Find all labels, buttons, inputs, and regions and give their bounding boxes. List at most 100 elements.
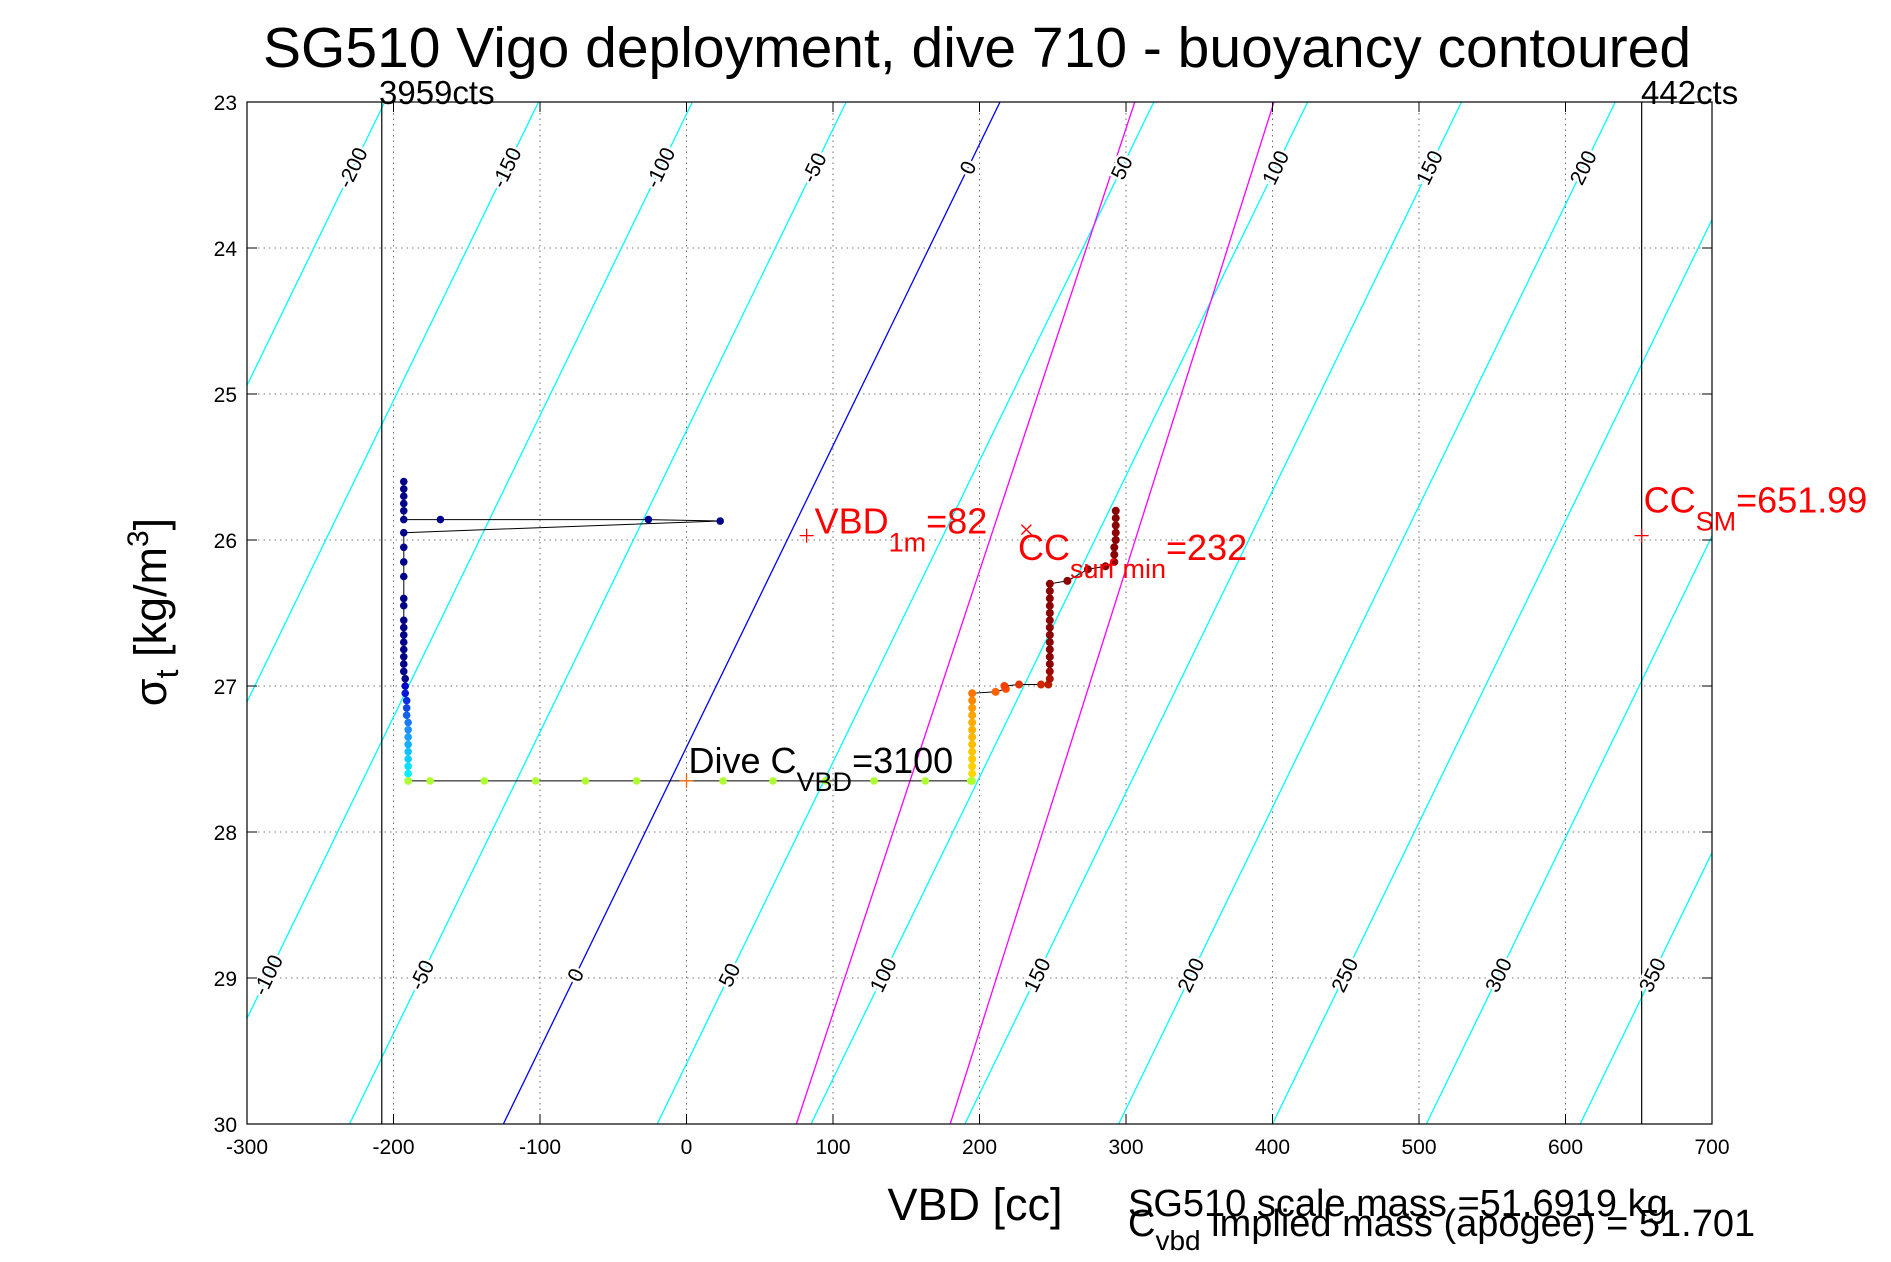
dive-point <box>401 689 410 698</box>
dive-point <box>399 543 408 552</box>
buoyancy-contour <box>247 102 540 704</box>
y-axis-title: σt [kg/m3] <box>122 518 185 706</box>
x-tick-label: 300 <box>1108 1136 1143 1159</box>
svg-text:σt [kg/m3]: σt [kg/m3] <box>122 518 185 706</box>
grid-lines <box>247 102 1712 1124</box>
dive-point <box>399 645 408 654</box>
bottom-point <box>531 777 540 785</box>
dive-trace <box>399 477 1120 785</box>
cc-sm-marker <box>1634 528 1649 543</box>
climb-point <box>968 733 977 742</box>
y-tick-label: 30 <box>214 1114 237 1137</box>
y-tick-label: 26 <box>214 530 237 553</box>
climb-point <box>991 687 1000 696</box>
dive-point <box>399 601 408 610</box>
dive-point <box>399 507 408 515</box>
climb-point <box>1110 550 1119 559</box>
y-axis-title-sub: t <box>149 669 185 678</box>
dive-point <box>399 667 408 676</box>
dive-point <box>399 499 408 508</box>
cc-surf-min-label-main: CC <box>1018 527 1070 568</box>
climb-point <box>968 762 977 771</box>
dive-point <box>402 711 411 719</box>
climb-point <box>1063 576 1072 585</box>
x-tick-label: 400 <box>1255 1136 1290 1159</box>
climb-point <box>968 747 977 756</box>
y-axis-title-unit-sup: 3 <box>122 530 155 547</box>
bottom-point <box>921 777 930 785</box>
climb-point <box>1045 660 1054 669</box>
dive-point <box>399 515 408 524</box>
buoyancy-contour <box>1734 102 1891 1124</box>
buoyancy-contour <box>247 102 693 1020</box>
bottom-point <box>769 777 777 785</box>
buoyancy-zero-line <box>502 102 1001 1124</box>
bottom-point <box>870 777 878 785</box>
axis-ticks: -300 -200 -100 0 100 200 300 400 500 600 700 23 24 25… <box>214 92 1730 1159</box>
dive-point <box>399 653 408 661</box>
bottom-point <box>404 777 412 785</box>
dive-c-vbd-label-main: Dive C <box>689 740 797 781</box>
climb-point <box>968 769 977 778</box>
climb-point <box>1045 630 1054 639</box>
dive-point <box>399 631 408 639</box>
climb-point <box>1045 623 1054 632</box>
x-tick-label: 200 <box>962 1136 997 1159</box>
dive-c-vbd-marker <box>679 773 694 788</box>
dive-point <box>644 515 653 524</box>
dive-point <box>404 769 412 778</box>
x-tick-label: 600 <box>1548 1136 1583 1159</box>
dive-point <box>399 594 408 603</box>
climb-point <box>1045 587 1054 596</box>
climb-point <box>1111 506 1120 515</box>
y-axis-title-main: σ <box>125 678 176 706</box>
dive-point <box>404 718 412 727</box>
climb-point <box>968 740 977 749</box>
dive-point <box>404 733 412 741</box>
bottom-point <box>480 777 489 785</box>
y-tick-label: 27 <box>214 676 237 699</box>
climb-point <box>1110 543 1119 552</box>
cc-surf-min-label: CCsurf min=232 <box>1018 527 1247 584</box>
vbd-limit-lines <box>381 102 1643 1124</box>
x-axis-title: VBD [cc] <box>887 1179 1062 1230</box>
climb-point <box>1045 601 1054 610</box>
y-axis-title-unit: [kg/m <box>125 547 176 670</box>
dive-point <box>404 726 412 734</box>
buoyancy-contour <box>964 102 1463 1124</box>
dive-point <box>399 623 408 632</box>
buoyancy-contour <box>247 102 386 387</box>
climb-point <box>1000 682 1009 690</box>
buoyancy-highlight-line <box>795 102 1136 1124</box>
plot-area <box>247 102 1712 1124</box>
dive-point <box>401 682 410 690</box>
dive-point <box>399 572 408 581</box>
y-tick-label: 24 <box>214 238 238 261</box>
chart-title: SG510 Vigo deployment, dive 710 - buoyan… <box>263 16 1691 80</box>
implied-mass-text: Cvbd implied mass (apogee) = 51.701 <box>1128 1203 1755 1256</box>
climb-point <box>1045 594 1054 603</box>
buoyancy-contour <box>1425 534 1712 1124</box>
climb-point <box>1111 514 1120 523</box>
dive-c-vbd-label-sub: VBD <box>797 767 853 797</box>
bottom-point <box>719 777 727 785</box>
buoyancy-highlight-line <box>949 102 1275 1124</box>
cc-surf-min-x2 <box>1020 524 1032 536</box>
climb-point <box>1101 562 1110 571</box>
dive-point <box>399 528 408 537</box>
cc-surf-min-label-sub: surf min <box>1070 554 1166 584</box>
climb-point <box>968 689 977 698</box>
cc-surf-min-marker <box>1020 524 1032 536</box>
cc-sm-label: CCSM=651.99 <box>1644 480 1868 537</box>
x-tick-label: 100 <box>815 1136 850 1159</box>
climb-point <box>968 718 977 727</box>
climb-point <box>968 703 977 712</box>
climb-point <box>968 755 977 763</box>
climb-point <box>1110 557 1119 566</box>
implied-mass-sub: vbd <box>1155 1225 1200 1256</box>
dive-point <box>399 660 408 668</box>
dive-point <box>716 517 724 525</box>
climb-point <box>1111 536 1120 544</box>
buoyancy-contour <box>1271 218 1712 1124</box>
